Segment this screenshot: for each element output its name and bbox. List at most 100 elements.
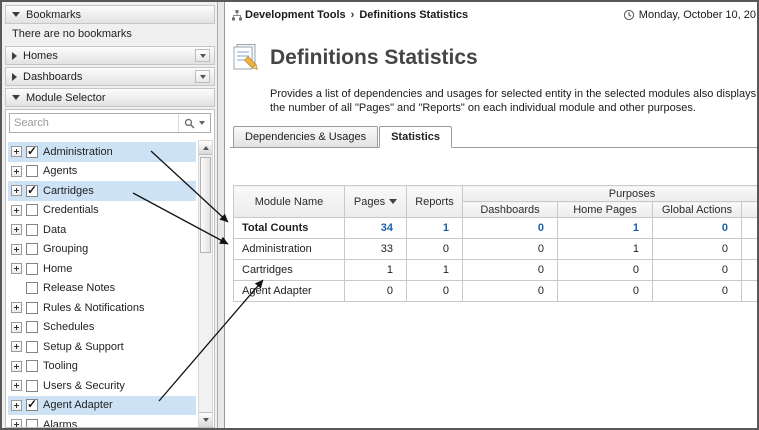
row-label: Cartridges [233, 259, 345, 282]
checkbox[interactable] [26, 243, 38, 256]
checkbox[interactable] [26, 321, 38, 334]
search-row [6, 110, 214, 136]
column-header-dashboards: Dashboards [462, 201, 558, 219]
cell-global-actions: 0 [652, 259, 742, 282]
tree-item-agent-adapter[interactable]: Agent Adapter [8, 395, 196, 415]
expander-plus-icon[interactable] [11, 263, 22, 275]
checkbox[interactable] [26, 340, 38, 353]
scroll-up-button[interactable] [199, 141, 212, 155]
search-icon-group [178, 114, 210, 132]
sidebar-section-dashboards[interactable]: Dashboards [5, 67, 215, 86]
expander-plus-icon[interactable] [11, 185, 22, 197]
tree-item-home[interactable]: Home [8, 259, 196, 279]
search-icon[interactable] [184, 118, 195, 129]
checkbox[interactable] [26, 144, 38, 158]
expander-plus-icon[interactable] [11, 360, 22, 372]
total-reports-link[interactable]: 1 [406, 217, 463, 240]
topbar: Development Tools › Definitions Statisti… [230, 6, 757, 24]
checkbox[interactable] [26, 262, 38, 275]
tree-item-data[interactable]: Data [8, 220, 196, 240]
search-input[interactable] [10, 117, 178, 129]
checkbox[interactable] [26, 397, 38, 412]
checkbox[interactable] [26, 204, 38, 217]
tree-item-administration[interactable]: Administration [8, 142, 196, 162]
expander-plus-icon[interactable] [11, 165, 22, 177]
tree-item-alarms[interactable]: Alarms [8, 415, 196, 427]
development-tools-icon [231, 9, 243, 21]
tree-item-credentials[interactable]: Credentials [8, 201, 196, 221]
tree-item-cartridges[interactable]: Cartridges [8, 181, 196, 201]
table-row-total-counts: Total Counts 34 1 0 1 0 [233, 217, 757, 240]
section-menu-button[interactable] [195, 70, 210, 83]
tree-item-release-notes[interactable]: Release Notes [8, 279, 196, 299]
checkbox[interactable] [26, 165, 38, 178]
expander-plus-icon[interactable] [11, 419, 22, 427]
title-row: Definitions Statistics [231, 32, 757, 84]
time-icon [623, 9, 634, 21]
cell-pages: 0 [344, 280, 407, 303]
page-title: Definitions Statistics [270, 46, 478, 70]
checkbox[interactable] [26, 183, 38, 197]
checkbox[interactable] [26, 379, 38, 392]
column-header-reports: Reports [406, 185, 463, 219]
expander-plus-icon[interactable] [11, 204, 22, 216]
expand-arrow-icon [12, 72, 17, 81]
expander-plus-icon[interactable] [11, 321, 22, 333]
tree-scrollbar[interactable] [198, 140, 213, 427]
cell-home-pages: 0 [557, 280, 653, 303]
statistics-table: Module Name Pages Reports Purposes Dashb… [233, 185, 757, 303]
column-header-pages[interactable]: Pages [344, 185, 407, 219]
expander-plus-icon[interactable] [11, 243, 22, 255]
expand-arrow-icon [12, 51, 17, 60]
cell-dashboards: 0 [462, 280, 558, 303]
module-tree: Administration Agents Cartridges Credent… [6, 136, 214, 427]
section-label: Dashboards [23, 70, 83, 83]
scroll-down-button[interactable] [199, 412, 212, 426]
expander-plus-icon[interactable] [11, 380, 22, 392]
sidebar-section-homes[interactable]: Homes [5, 46, 215, 65]
sidebar-section-module-selector[interactable]: Module Selector [5, 88, 215, 107]
sidebar-splitter[interactable] [218, 2, 225, 428]
expander-plus-icon[interactable] [11, 224, 22, 236]
sidebar: Bookmarks There are no bookmarks Homes D… [2, 2, 218, 428]
tree-item-setup-support[interactable]: Setup & Support [8, 337, 196, 357]
tree-item-schedules[interactable]: Schedules [8, 318, 196, 338]
tree-item-users-security[interactable]: Users & Security [8, 376, 196, 396]
tree-item-rules-notifications[interactable]: Rules & Notifications [8, 298, 196, 318]
search-options-arrow-icon[interactable] [199, 121, 205, 125]
tree-item-agents[interactable]: Agents [8, 162, 196, 182]
breadcrumb: Development Tools › Definitions Statisti… [245, 9, 468, 21]
total-pages-link[interactable]: 34 [344, 217, 407, 240]
breadcrumb-root-link[interactable]: Development Tools [245, 9, 346, 21]
tree-item-grouping[interactable]: Grouping [8, 240, 196, 260]
checkbox[interactable] [26, 301, 38, 314]
section-menu-button[interactable] [195, 49, 210, 62]
cell-clipped [740, 259, 757, 282]
module-selector-panel: Administration Agents Cartridges Credent… [5, 109, 215, 428]
tab-dependencies-usages[interactable]: Dependencies & Usages [233, 126, 379, 149]
tab-statistics[interactable]: Statistics [379, 126, 452, 149]
breadcrumb-current: Definitions Statistics [359, 9, 469, 21]
row-label: Total Counts [233, 217, 345, 240]
scroll-down-icon [202, 417, 209, 422]
expander-plus-icon[interactable] [11, 399, 22, 411]
column-group-purposes: Purposes [461, 185, 757, 203]
expander-plus-icon[interactable] [11, 146, 22, 158]
expander-plus-icon[interactable] [11, 302, 22, 314]
checkbox[interactable] [26, 223, 38, 236]
checkbox[interactable] [26, 360, 38, 373]
checkbox[interactable] [26, 282, 38, 295]
cell-home-pages: 1 [557, 238, 653, 261]
tree-item-tooling[interactable]: Tooling [8, 357, 196, 377]
expander-plus-icon[interactable] [11, 341, 22, 353]
sort-arrow-icon [389, 199, 398, 205]
cell-global-actions: 0 [652, 280, 742, 303]
total-dashboards-link[interactable]: 0 [462, 217, 558, 240]
checkbox[interactable] [26, 418, 38, 427]
sidebar-section-bookmarks[interactable]: Bookmarks [5, 5, 215, 24]
statistics-table-wrap: Module Name Pages Reports Purposes Dashb… [233, 185, 757, 303]
total-home-pages-link[interactable]: 1 [557, 217, 653, 240]
total-global-actions-link[interactable]: 0 [652, 217, 742, 240]
scrollbar-thumb[interactable] [200, 157, 211, 253]
table-row-administration: Administration 33 0 0 1 0 [233, 238, 757, 261]
